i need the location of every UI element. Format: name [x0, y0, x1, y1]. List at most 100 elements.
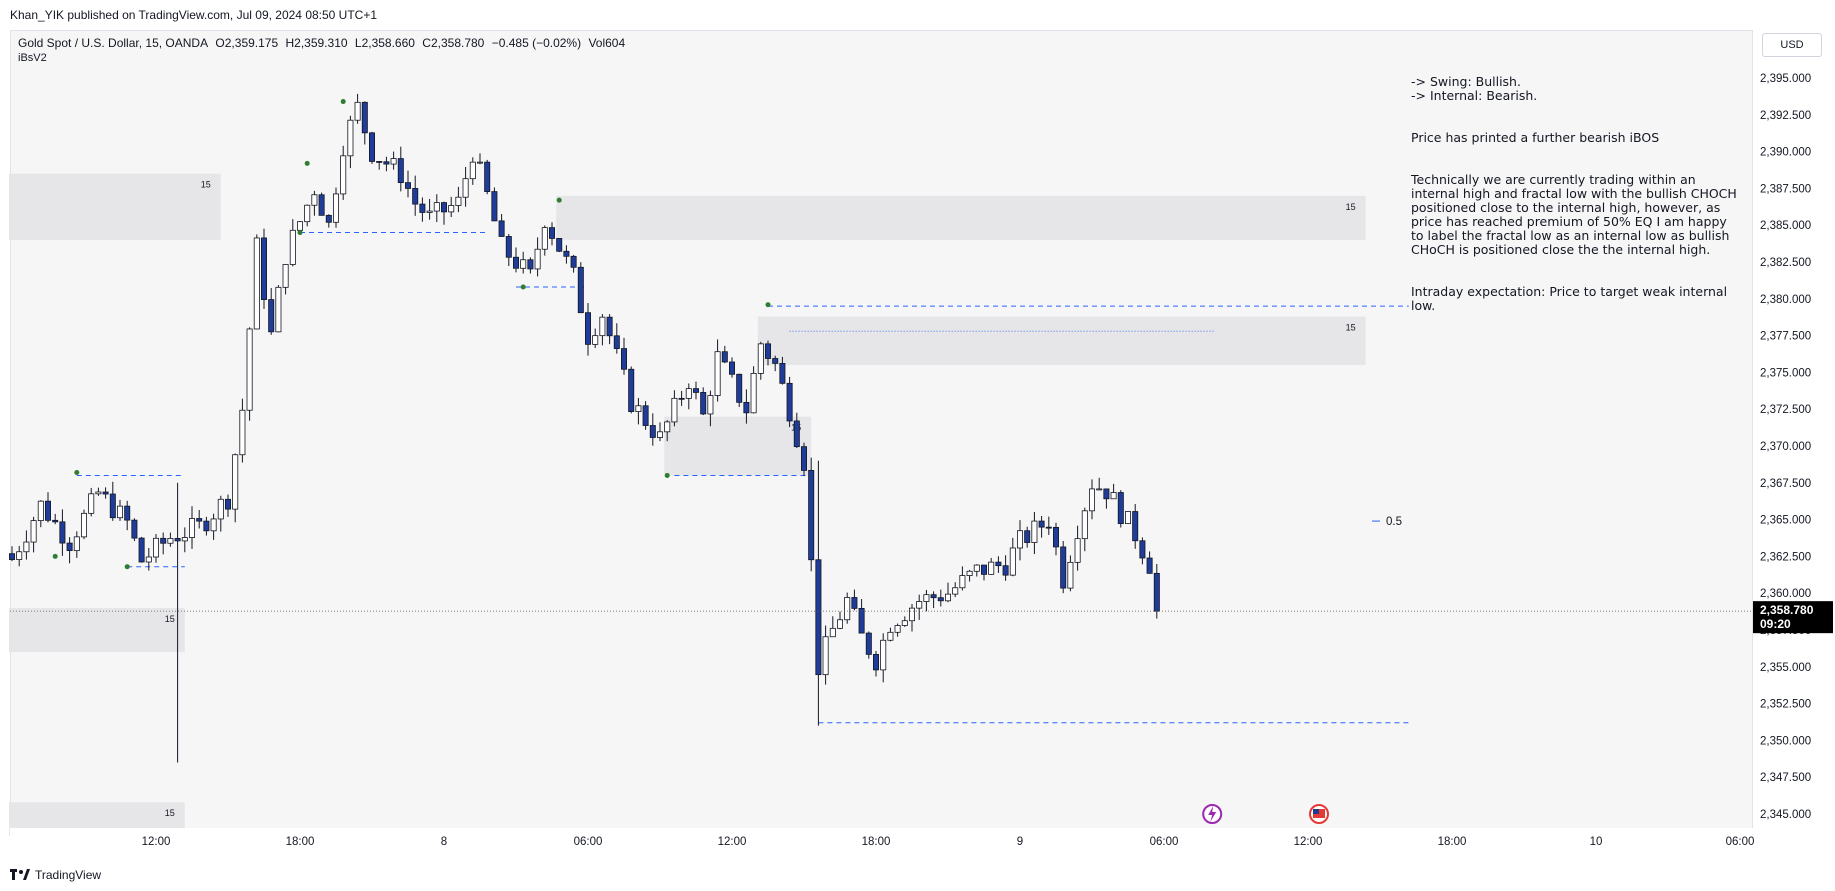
candle[interactable] — [196, 518, 203, 522]
candle[interactable] — [649, 425, 656, 438]
candle[interactable] — [260, 237, 267, 300]
candle[interactable] — [390, 158, 397, 165]
candle[interactable] — [851, 597, 858, 609]
candle[interactable] — [585, 312, 592, 345]
candle[interactable] — [786, 382, 793, 422]
candle[interactable] — [397, 158, 404, 184]
candle[interactable] — [232, 454, 239, 510]
candle[interactable] — [325, 214, 332, 223]
candle[interactable] — [469, 161, 476, 180]
candle[interactable] — [909, 607, 916, 622]
candle[interactable] — [30, 520, 37, 543]
candle[interactable] — [131, 519, 138, 539]
candle[interactable] — [714, 351, 721, 396]
candle[interactable] — [736, 373, 743, 403]
candle[interactable] — [1096, 488, 1103, 491]
candle[interactable] — [887, 631, 894, 641]
candle[interactable] — [937, 597, 944, 602]
candle[interactable] — [822, 636, 829, 676]
candle[interactable] — [1089, 488, 1096, 512]
candle[interactable] — [1153, 572, 1160, 612]
candle[interactable] — [1009, 547, 1016, 576]
candle[interactable] — [513, 256, 520, 269]
candle[interactable] — [1103, 488, 1110, 500]
candle[interactable] — [743, 401, 750, 414]
candle[interactable] — [52, 519, 59, 523]
candle[interactable] — [1031, 520, 1038, 543]
candle[interactable] — [433, 202, 440, 212]
candle[interactable] — [563, 250, 570, 257]
candle[interactable] — [318, 194, 325, 216]
candle[interactable] — [304, 204, 311, 223]
candle[interactable] — [592, 335, 599, 345]
candle[interactable] — [505, 236, 512, 258]
candle[interactable] — [188, 518, 195, 538]
candle[interactable] — [102, 491, 109, 495]
candle[interactable] — [1117, 492, 1124, 524]
candle[interactable] — [901, 620, 908, 626]
candle[interactable] — [1139, 540, 1146, 559]
candle[interactable] — [945, 593, 952, 602]
candle[interactable] — [1024, 530, 1031, 543]
candle[interactable] — [419, 203, 426, 213]
candle[interactable] — [8, 553, 15, 560]
candle[interactable] — [952, 587, 959, 595]
time-axis[interactable] — [10, 828, 1753, 858]
candle[interactable] — [239, 409, 246, 456]
candle[interactable] — [37, 500, 44, 521]
candle[interactable] — [167, 538, 174, 544]
candle[interactable] — [340, 155, 347, 195]
candle[interactable] — [124, 505, 131, 521]
candle[interactable] — [1110, 492, 1117, 500]
candle[interactable] — [657, 431, 664, 438]
candle[interactable] — [527, 259, 534, 270]
candle[interactable] — [347, 119, 354, 157]
candle[interactable] — [217, 498, 224, 520]
candle[interactable] — [577, 266, 584, 314]
candle[interactable] — [671, 397, 678, 423]
candle[interactable] — [289, 229, 296, 265]
candle[interactable] — [368, 132, 375, 162]
candle[interactable] — [117, 505, 124, 519]
candle[interactable] — [988, 561, 995, 575]
candle[interactable] — [729, 361, 736, 375]
candle[interactable] — [16, 551, 23, 560]
candle[interactable] — [1053, 526, 1060, 548]
candle[interactable] — [138, 537, 145, 563]
candle[interactable] — [1081, 510, 1088, 540]
candle[interactable] — [757, 343, 764, 374]
candle[interactable] — [174, 538, 181, 542]
candle[interactable] — [1017, 530, 1024, 549]
candle[interactable] — [844, 597, 851, 621]
candle[interactable] — [570, 255, 577, 268]
candle[interactable] — [224, 498, 231, 510]
candle[interactable] — [664, 421, 671, 433]
candle[interactable] — [81, 512, 88, 538]
candle[interactable] — [973, 564, 980, 572]
candle[interactable] — [404, 182, 411, 189]
candle[interactable] — [1074, 538, 1081, 563]
candle[interactable] — [354, 101, 361, 121]
candle[interactable] — [426, 210, 433, 213]
candle[interactable] — [685, 388, 692, 399]
candle[interactable] — [95, 491, 102, 495]
candle[interactable] — [880, 639, 887, 671]
candle[interactable] — [858, 607, 865, 634]
chart-area[interactable] — [10, 30, 1753, 858]
candle[interactable] — [203, 520, 210, 532]
candle[interactable] — [721, 351, 728, 363]
candle[interactable] — [707, 395, 714, 415]
candle[interactable] — [160, 537, 167, 544]
candle[interactable] — [613, 335, 620, 349]
candle[interactable] — [829, 627, 836, 638]
candle[interactable] — [635, 405, 642, 412]
currency-button[interactable]: USD — [1762, 33, 1822, 57]
candle[interactable] — [606, 316, 613, 337]
candle[interactable] — [621, 348, 628, 370]
candle[interactable] — [678, 397, 685, 400]
candle[interactable] — [966, 570, 973, 576]
candle[interactable] — [491, 191, 498, 222]
candle[interactable] — [700, 392, 707, 415]
candle[interactable] — [1132, 511, 1139, 542]
